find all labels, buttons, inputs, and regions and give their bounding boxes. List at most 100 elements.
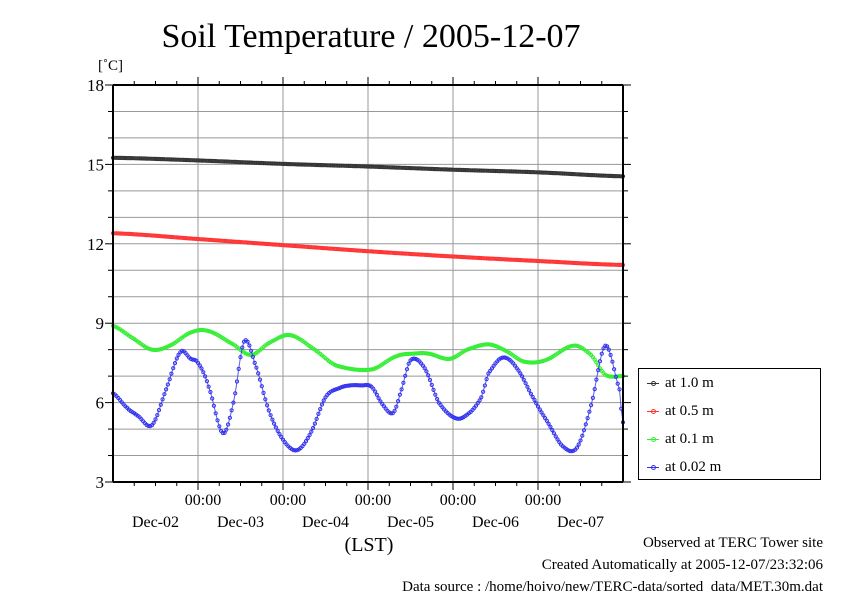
data-point (590, 395, 596, 400)
data-point (488, 342, 493, 347)
x-tick-time-label: 00:00 (185, 492, 221, 509)
data-point (527, 388, 532, 393)
legend-label: at 1.0 m (665, 374, 714, 391)
legend-item-1m: at 1.0 m (647, 373, 714, 393)
observed-site-note: Observed at TERC Tower site (642, 535, 823, 551)
data-point (548, 424, 553, 429)
data-point (406, 361, 411, 366)
x-day-label: Dec-04 (302, 514, 349, 531)
data-point (479, 395, 484, 400)
y-tick-label: 12 (87, 235, 104, 254)
data-point (427, 351, 433, 356)
data-point (608, 352, 613, 358)
x-day-label: Dec-02 (132, 514, 179, 531)
legend-item-0-02m: at 0.02 m (647, 457, 721, 477)
data-point (581, 428, 587, 433)
data-point (314, 416, 319, 421)
data-point (146, 423, 151, 428)
data-point (615, 381, 620, 386)
data-point (612, 367, 617, 372)
data-point (539, 359, 544, 364)
data-point (583, 422, 588, 427)
data-point (553, 434, 558, 439)
data-point (528, 391, 534, 396)
series-layer (110, 155, 626, 454)
data-point (532, 397, 537, 403)
data-point (160, 397, 165, 402)
data-point (534, 401, 539, 406)
data-point (578, 438, 583, 443)
data-point (594, 360, 599, 365)
data-point (249, 348, 254, 353)
data-point (201, 370, 206, 375)
data-point (426, 373, 431, 378)
series-at-1-0-m (110, 155, 626, 179)
data-point (482, 383, 487, 388)
data-point (544, 418, 550, 423)
data-point (265, 403, 270, 408)
data-point (224, 427, 229, 432)
data-point (266, 408, 271, 413)
data-point (303, 439, 309, 444)
legend-label: at 0.5 m (665, 402, 714, 419)
x-day-label: Dec-03 (217, 514, 264, 531)
data-point (153, 417, 158, 422)
data-point (376, 396, 381, 401)
data-point (484, 377, 489, 382)
data-point (371, 386, 376, 391)
data-point (311, 425, 316, 431)
data-point (589, 403, 594, 408)
data-point (523, 381, 528, 386)
data-point (172, 361, 178, 366)
axes (105, 77, 631, 490)
data-point (164, 387, 169, 392)
legend-label: at 0.1 m (665, 430, 714, 447)
data-point (424, 369, 429, 374)
x-day-label: Dec-06 (472, 514, 519, 531)
data-point (263, 397, 268, 402)
data-point (605, 344, 610, 349)
x-tick-labels: 00:00 00:00 00:00 00:00 00:00 Dec-02 Dec-03 Dec… (132, 492, 604, 531)
data-point (341, 365, 346, 370)
data-point (530, 394, 535, 400)
data-point (217, 424, 222, 429)
data-point (158, 402, 163, 407)
data-point (250, 354, 255, 359)
data-point (309, 429, 314, 434)
data-point (155, 413, 160, 418)
data-point (431, 387, 436, 392)
data-point (525, 384, 530, 389)
data-point (245, 339, 250, 344)
x-tick-time-label: 00:00 (270, 492, 306, 509)
data-point (156, 408, 162, 413)
data-point (456, 416, 461, 421)
data-point (369, 367, 374, 372)
x-day-label: Dec-07 (557, 514, 604, 531)
data-point (592, 387, 597, 392)
data-point (259, 384, 264, 389)
data-point (240, 345, 245, 350)
data-point (447, 356, 452, 361)
data-point (403, 373, 408, 378)
data-point (433, 392, 438, 397)
data-point (238, 355, 243, 360)
data-point (606, 347, 611, 352)
data-point (162, 392, 167, 397)
data-point (261, 390, 266, 395)
data-point (438, 355, 443, 360)
data-point (580, 433, 585, 438)
data-point (321, 398, 326, 403)
legend-item-0-1m: at 0.1 m (647, 429, 714, 449)
data-point (520, 374, 525, 379)
legend-marker-icon (647, 378, 659, 388)
data-point (288, 333, 293, 338)
data-point (429, 382, 434, 387)
x-tick-time-label: 00:00 (525, 492, 561, 509)
legend-marker-icon (647, 462, 659, 472)
data-point (268, 413, 273, 418)
data-point (199, 366, 204, 371)
data-point (252, 360, 257, 365)
data-point (422, 366, 427, 371)
data-point (374, 392, 379, 397)
data-point (197, 363, 202, 368)
